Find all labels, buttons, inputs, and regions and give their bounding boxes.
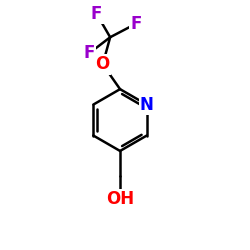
Text: F: F: [91, 5, 102, 23]
Text: F: F: [84, 44, 95, 62]
Text: O: O: [96, 56, 110, 74]
Text: OH: OH: [106, 190, 134, 208]
Text: N: N: [140, 96, 154, 114]
Text: F: F: [130, 15, 142, 33]
